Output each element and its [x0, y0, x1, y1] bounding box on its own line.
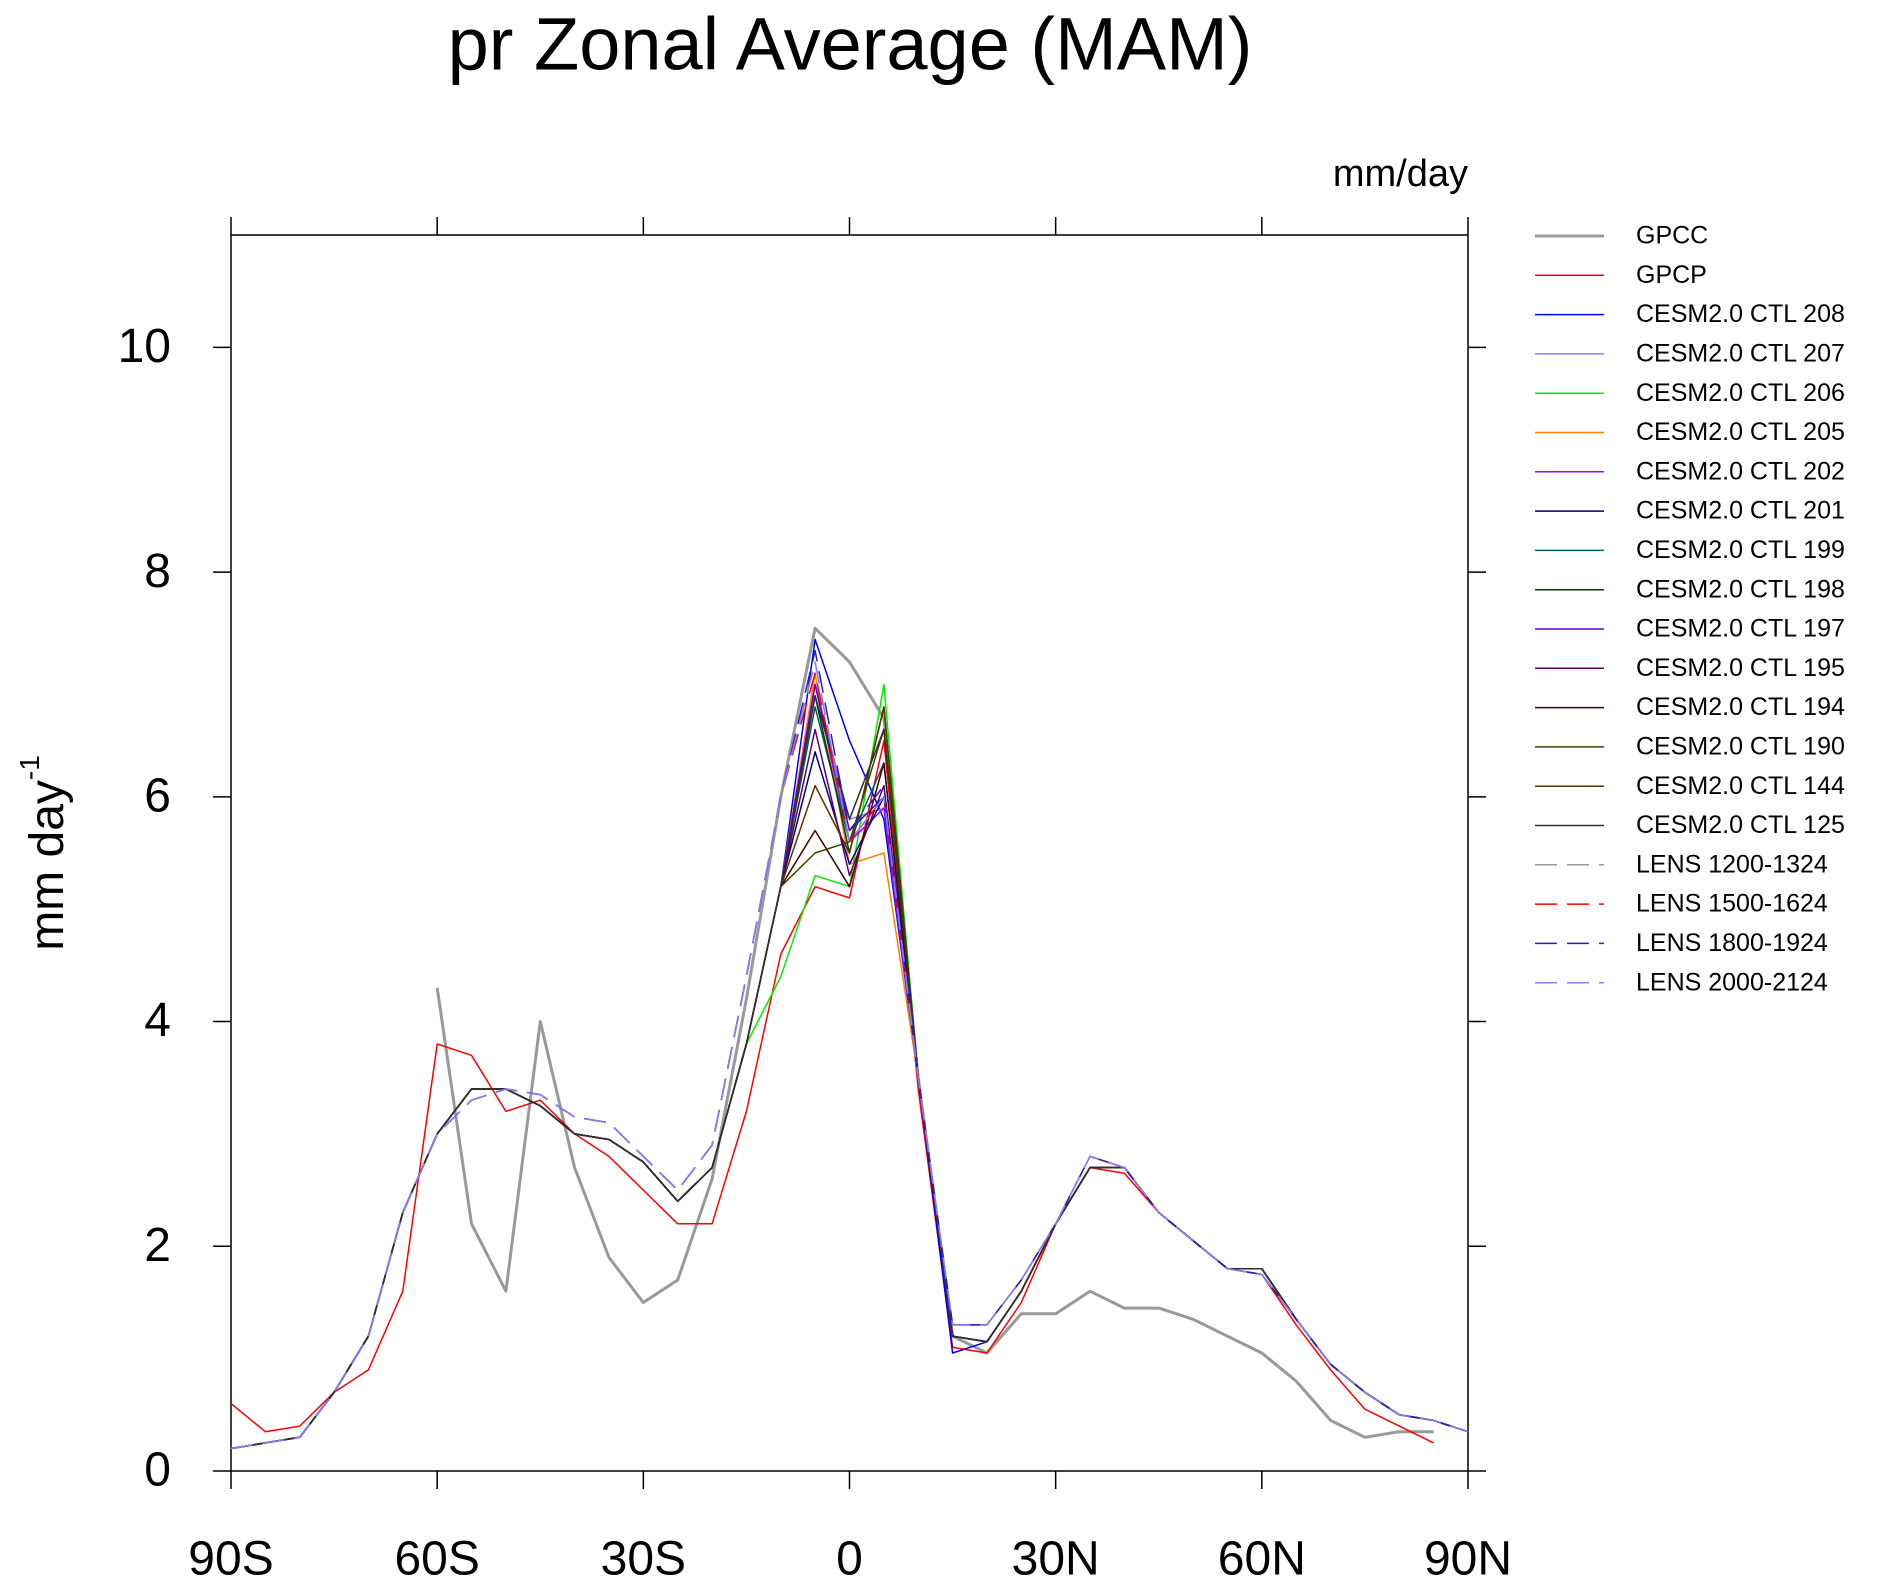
legend-label: CESM2.0 CTL 205 [1636, 418, 1845, 446]
x-tick-label: 30S [601, 1533, 686, 1586]
x-tick-label: 60S [394, 1533, 479, 1586]
series-line [230, 751, 1469, 1450]
legend-label: LENS 1200-1324 [1636, 850, 1828, 878]
legend-label: CESM2.0 CTL 195 [1636, 654, 1845, 682]
series-line [230, 683, 1469, 1450]
series-line [230, 683, 1469, 1450]
y-tick-label: 10 [118, 320, 171, 373]
series-line [230, 694, 1469, 1450]
series-line [230, 683, 1469, 1450]
series-line [230, 672, 1469, 1450]
chart-title: pr Zonal Average (MAM) [448, 3, 1253, 86]
series-line [435, 626, 1434, 1439]
x-tick-label: 0 [836, 1533, 863, 1586]
y-tick-label: 4 [144, 994, 171, 1047]
series-line [230, 694, 1469, 1450]
legend-label: CESM2.0 CTL 197 [1636, 615, 1845, 643]
y-tick-label: 2 [144, 1219, 171, 1272]
y-tick-label: 0 [144, 1444, 171, 1497]
y-label-superscript: -1 [14, 755, 45, 780]
series-line [230, 661, 1469, 1450]
y-tick-label: 6 [144, 769, 171, 822]
legend-label: LENS 1800-1924 [1636, 929, 1828, 957]
legend-label: GPCP [1636, 261, 1707, 289]
legend-label: LENS 2000-2124 [1636, 968, 1828, 996]
x-tick-label: 90N [1424, 1533, 1512, 1586]
series-line [230, 661, 1469, 1450]
x-tick-label: 30N [1012, 1533, 1100, 1586]
legend-label: CESM2.0 CTL 199 [1636, 536, 1845, 564]
x-tick-label: 60N [1218, 1533, 1306, 1586]
series-line [230, 649, 1469, 1450]
y-axis-label: mm day-1 [14, 755, 73, 951]
legend-label: CESM2.0 CTL 208 [1636, 300, 1845, 328]
series-line [230, 728, 1469, 1450]
y-label-text: mm day [21, 780, 74, 951]
legend-label: CESM2.0 CTL 194 [1636, 693, 1845, 721]
series-line [230, 638, 1469, 1450]
series-line [230, 683, 1469, 1450]
legend-label: CESM2.0 CTL 125 [1636, 811, 1845, 839]
legend-label: CESM2.0 CTL 144 [1636, 772, 1845, 800]
series-line [230, 762, 1469, 1450]
series-line [230, 739, 1434, 1444]
x-tick-label: 90S [188, 1533, 273, 1586]
series-line [230, 672, 1469, 1450]
units-label: mm/day [1333, 153, 1468, 195]
legend-label: LENS 1500-1624 [1636, 890, 1828, 918]
legend-label: CESM2.0 CTL 206 [1636, 379, 1845, 407]
legend-label: CESM2.0 CTL 198 [1636, 575, 1845, 603]
y-tick-label: 8 [144, 545, 171, 598]
legend-label: CESM2.0 CTL 201 [1636, 497, 1845, 525]
legend-label: GPCC [1636, 222, 1708, 250]
legend-label: CESM2.0 CTL 190 [1636, 733, 1845, 761]
legend-label: CESM2.0 CTL 207 [1636, 340, 1845, 368]
series-line [230, 728, 1469, 1450]
legend-label: CESM2.0 CTL 202 [1636, 457, 1845, 485]
